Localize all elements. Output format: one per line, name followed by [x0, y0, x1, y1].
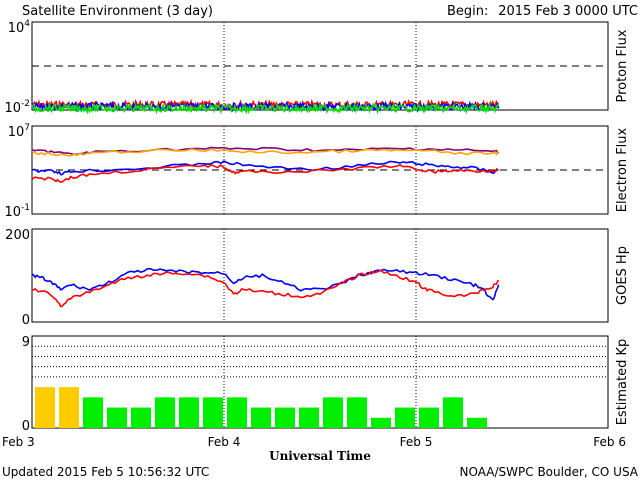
series-line: [31, 160, 499, 176]
panel-frame: [31, 228, 609, 323]
y-tick-label-bottom: 0: [22, 313, 30, 328]
proton-flux-panel: 104 10-2 Proton Flux: [4, 19, 630, 116]
series-line: [31, 267, 500, 301]
kp-bar: [179, 397, 199, 428]
estimated-kp-panel: 9 0 Estimated Kp: [22, 335, 630, 434]
y-axis-label: Electron Flux: [615, 127, 630, 212]
kp-bar: [323, 397, 343, 428]
y-tick-label-top: 104: [8, 19, 31, 36]
y-axis-label: Proton Flux: [615, 29, 630, 102]
begin-label: Begin:: [447, 4, 488, 19]
x-axis: Feb 3 Feb 4 Feb 5 Feb 6: [2, 435, 626, 449]
series-line: [31, 163, 499, 183]
kp-bar: [203, 397, 223, 428]
kp-bar: [395, 407, 415, 428]
kp-bar: [251, 407, 271, 428]
goes-hp-panel: 200 0 GOES Hp: [5, 228, 630, 328]
x-tick-label: Feb 5: [400, 435, 433, 449]
y-tick-label-top: 9: [22, 335, 30, 350]
series-line: [31, 269, 500, 308]
kp-bar: [131, 407, 151, 428]
electron-flux-panel: 107 10-1 Electron Flux: [4, 123, 630, 220]
y-tick-label-bottom: 10-1: [4, 203, 30, 220]
kp-bar: [443, 397, 463, 428]
kp-bar: [371, 417, 391, 428]
y-tick-label-bottom: 10-2: [4, 99, 30, 116]
y-axis-label: GOES Hp: [615, 246, 630, 305]
series-line: [31, 101, 499, 115]
kp-bar: [83, 397, 103, 428]
kp-bar: [35, 387, 55, 428]
y-tick-label-bottom: 0: [22, 419, 30, 434]
y-axis-label: Estimated Kp: [615, 339, 630, 426]
x-tick-label: Feb 6: [593, 435, 626, 449]
begin-value: 2015 Feb 3 0000 UTC: [498, 4, 638, 19]
kp-bar: [299, 407, 319, 428]
x-tick-label: Feb 4: [208, 435, 241, 449]
kp-bar: [155, 397, 175, 428]
updated-timestamp: Updated 2015 Feb 5 10:56:32 UTC: [2, 465, 209, 479]
x-axis-label: Universal Time: [269, 449, 371, 463]
chart-title: Satellite Environment (3 day): [22, 4, 213, 19]
kp-bar: [347, 397, 367, 428]
credit-text: NOAA/SWPC Boulder, CO USA: [460, 465, 639, 479]
series-line: [31, 148, 499, 157]
y-tick-label-top: 200: [5, 228, 30, 243]
kp-bar: [59, 387, 79, 428]
y-tick-label-top: 107: [8, 123, 30, 140]
x-tick-label: Feb 3: [2, 435, 35, 449]
kp-bar: [107, 407, 127, 428]
kp-bar: [419, 407, 439, 428]
kp-bar: [467, 417, 487, 428]
kp-bar: [275, 407, 295, 428]
kp-bar: [227, 397, 247, 428]
